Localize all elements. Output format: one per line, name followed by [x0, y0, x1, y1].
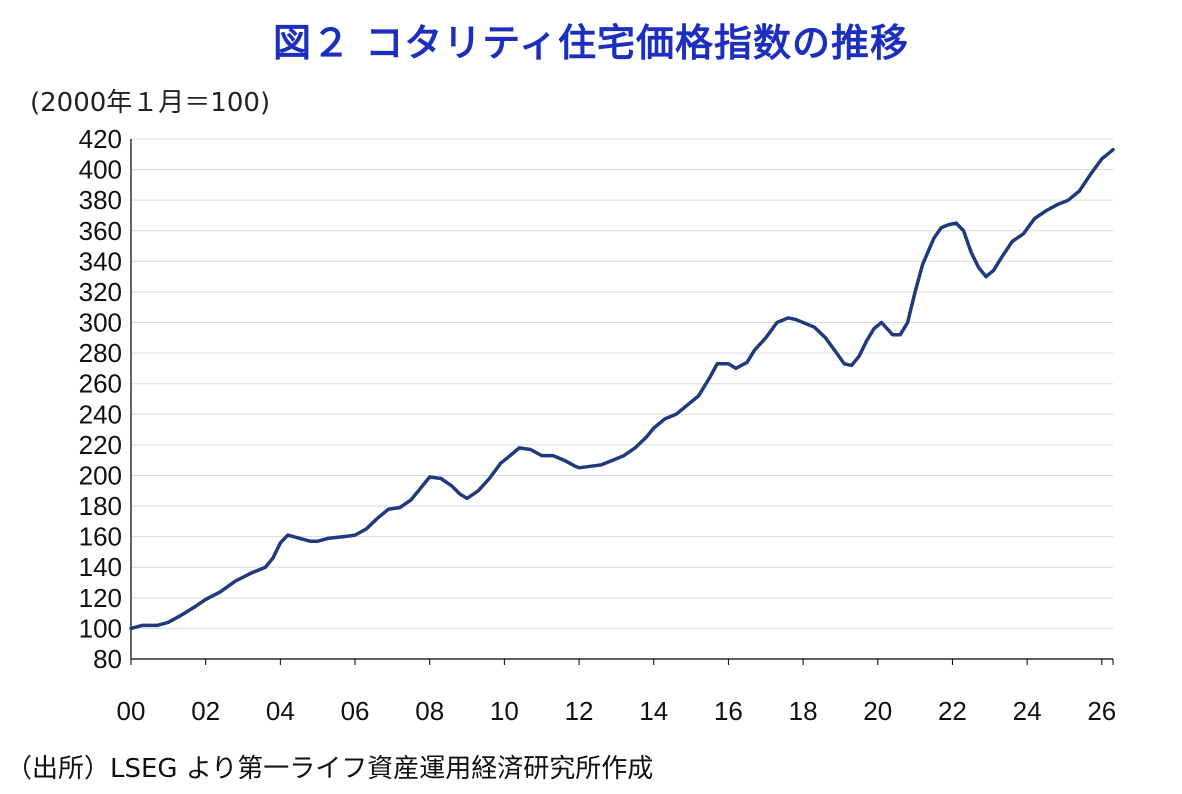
x-tick-label: 12: [565, 696, 594, 726]
x-tick-label: 24: [1013, 696, 1042, 726]
y-tick-label: 100: [79, 613, 122, 643]
y-tick-label: 260: [79, 369, 122, 399]
y-tick-label: 380: [79, 185, 122, 215]
x-tick-label: 06: [341, 696, 370, 726]
y-tick-label: 300: [79, 308, 122, 338]
y-tick-label: 400: [79, 155, 122, 185]
y-tick-label: 240: [79, 399, 122, 429]
y-tick-label: 120: [79, 583, 122, 613]
x-tick-label: 10: [490, 696, 519, 726]
y-tick-label: 360: [79, 216, 122, 246]
chart-title: 図２ コタリティ住宅価格指数の推移: [273, 21, 909, 65]
y-tick-label: 340: [79, 246, 122, 276]
x-tick-label: 02: [191, 696, 220, 726]
y-tick-label: 80: [93, 644, 122, 674]
x-tick-label: 16: [714, 696, 743, 726]
x-tick-label: 00: [117, 696, 146, 726]
y-tick-label: 200: [79, 460, 122, 490]
x-tick-label: 18: [789, 696, 818, 726]
series-line-0: [129, 147, 1115, 631]
series-layer: [129, 147, 1115, 631]
y-axis-unit-label: (2000年１月＝100): [30, 88, 271, 118]
y-tick-label: 180: [79, 491, 122, 521]
y-tick-label: 220: [79, 430, 122, 460]
y-tick-label: 420: [79, 124, 122, 154]
y-tick-label: 280: [79, 338, 122, 368]
x-tick-label: 26: [1087, 696, 1116, 726]
axes: [130, 139, 1114, 665]
y-tick-label: 320: [79, 277, 122, 307]
tick-labels: 8010012014016018020022024026028030032034…: [79, 124, 1117, 726]
x-tick-label: 22: [938, 696, 967, 726]
gridlines: [131, 138, 1113, 629]
x-tick-label: 08: [415, 696, 444, 726]
y-tick-label: 160: [79, 522, 122, 552]
x-tick-label: 14: [639, 696, 668, 726]
source-note: （出所）LSEG より第一ライフ資産運用経済研究所作成: [6, 754, 654, 784]
x-tick-label: 04: [266, 696, 295, 726]
y-tick-label: 140: [79, 552, 122, 582]
x-tick-label: 20: [863, 696, 892, 726]
